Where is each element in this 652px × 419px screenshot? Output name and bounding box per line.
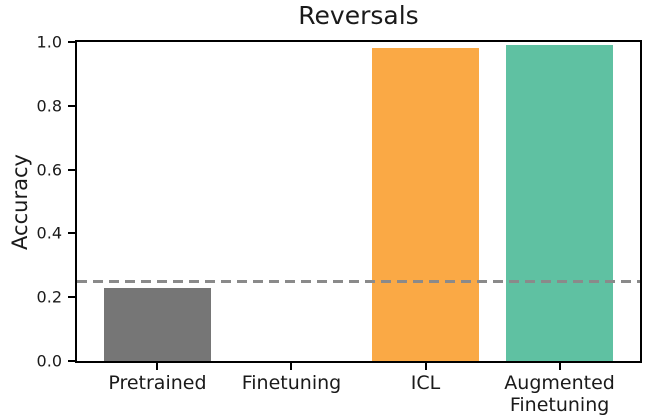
- x-tick-label-pretrained: Pretrained: [108, 372, 207, 394]
- chance-reference-line: [77, 279, 640, 283]
- y-tick-label: 1.0: [36, 32, 62, 52]
- x-tick-label-augmented: Augmented Finetuning: [504, 372, 615, 416]
- x-tick-mark: [424, 363, 427, 370]
- y-tick-label: 0.8: [36, 96, 62, 116]
- x-tick-mark: [558, 363, 561, 370]
- y-tick-label: 0.2: [36, 287, 62, 307]
- x-tick-mark: [290, 363, 293, 370]
- y-tick-label: 0.6: [36, 160, 62, 180]
- y-tick-mark: [68, 168, 75, 171]
- x-tick-label-icl: ICL: [410, 372, 441, 394]
- chart-title: Reversals: [298, 1, 419, 30]
- bar-icl: [371, 48, 480, 361]
- bar-augmented: [505, 45, 614, 361]
- y-tick-label: 0.4: [36, 223, 62, 243]
- y-tick-mark: [68, 104, 75, 107]
- y-tick-mark: [68, 360, 75, 362]
- y-axis: 0.0 0.2 0.4 0.6 0.8 1.0: [0, 33, 75, 371]
- x-tick-mark: [156, 363, 159, 370]
- y-tick-mark: [68, 232, 75, 235]
- y-tick-label: 0.0: [36, 351, 62, 371]
- bar-pretrained: [103, 287, 212, 361]
- x-axis: Pretrained Finetuning ICL Augmented Finetun…: [77, 363, 640, 419]
- y-tick-mark: [68, 41, 75, 43]
- plot-area: [75, 40, 642, 363]
- y-tick-mark: [68, 296, 75, 299]
- x-tick-label-finetuning: Finetuning: [241, 372, 342, 394]
